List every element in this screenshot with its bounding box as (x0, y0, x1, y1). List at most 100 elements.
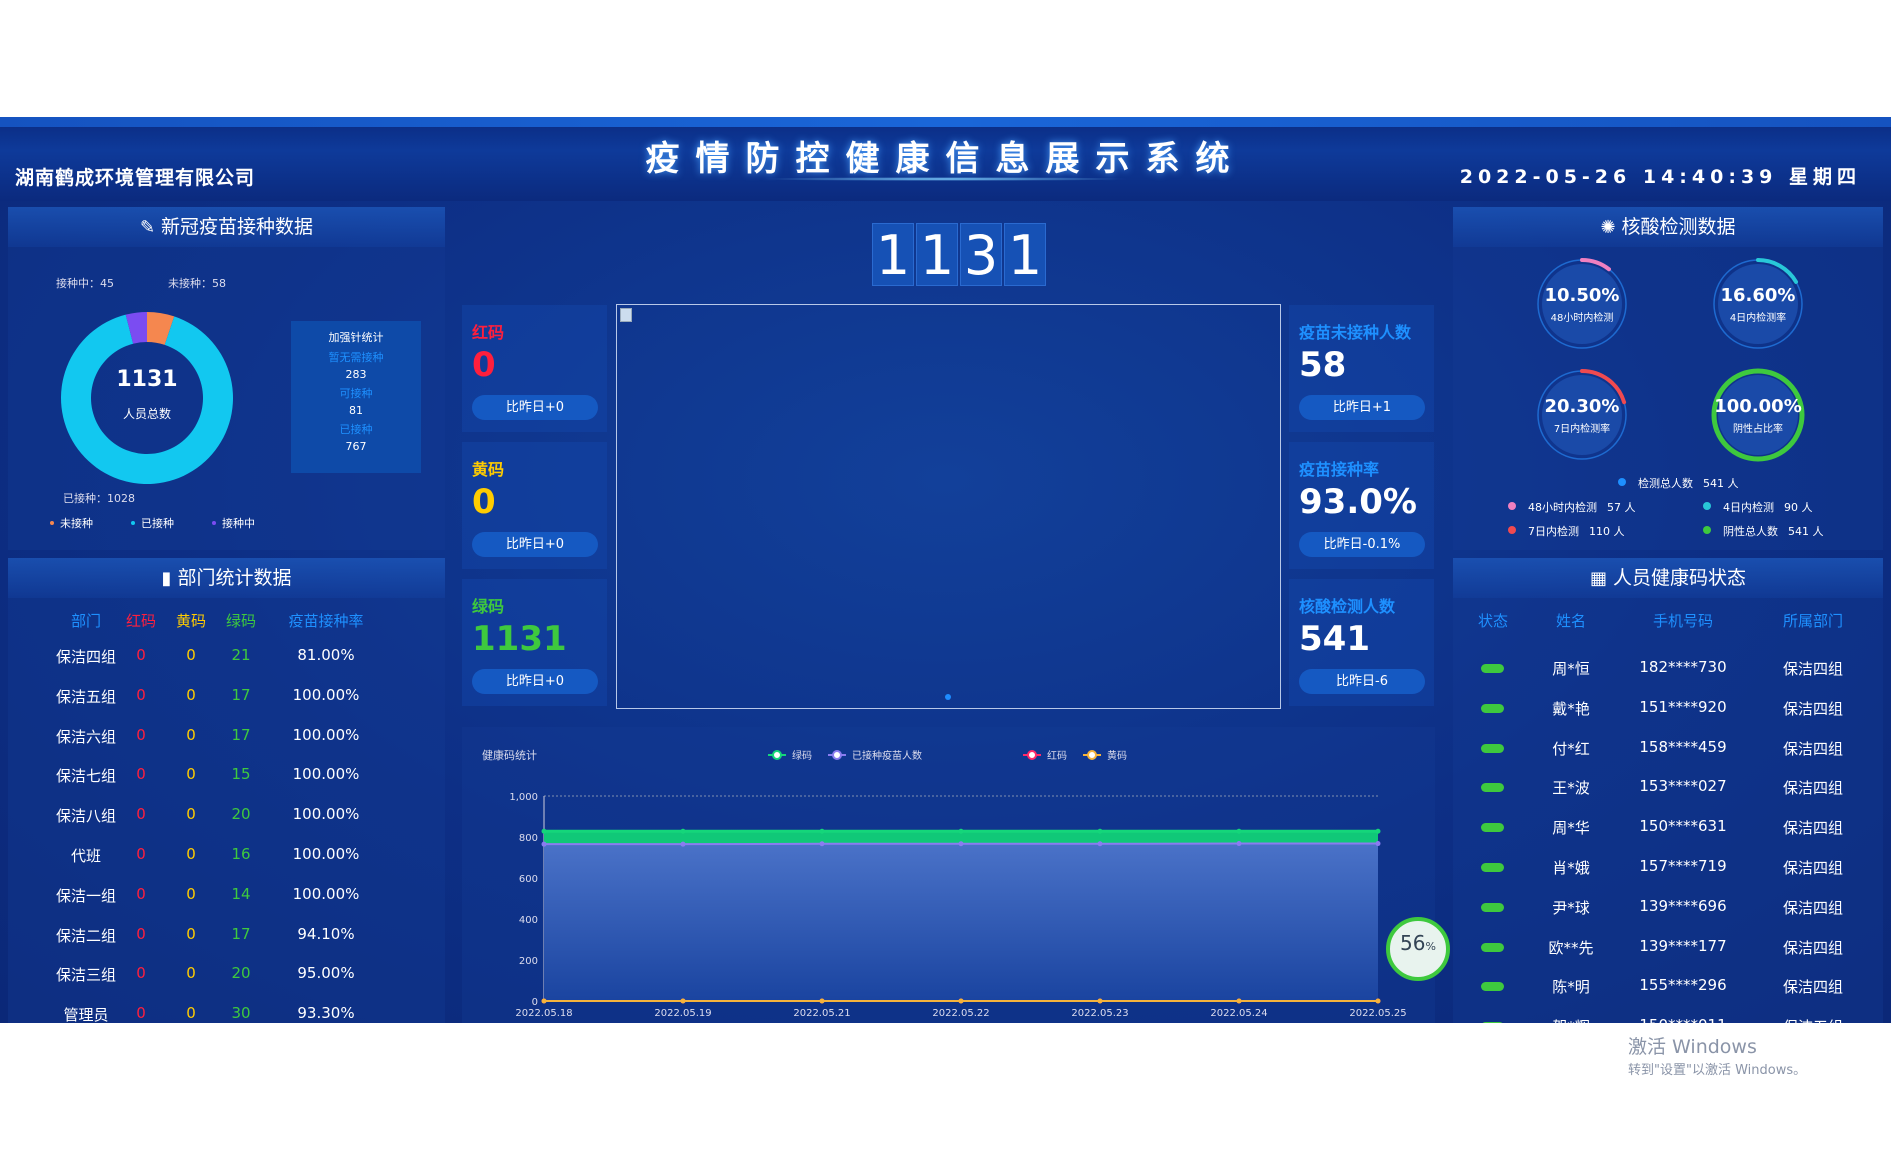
data-point[interactable] (1236, 998, 1242, 1004)
data-point[interactable] (541, 998, 547, 1004)
ring-bg (1542, 375, 1622, 455)
table-row[interactable]: 保洁八组 0 0 20 100.00% (8, 805, 445, 829)
virus-icon: ✺ (1600, 217, 1616, 238)
table-row[interactable]: 管理员 0 0 30 93.30% (8, 1004, 445, 1023)
table-row[interactable]: 保洁五组 0 0 17 100.00% (8, 686, 445, 710)
data-point[interactable] (1375, 841, 1381, 847)
data-point[interactable] (958, 998, 964, 1004)
table-row[interactable]: 代班 0 0 16 100.00% (8, 845, 445, 869)
table-row[interactable]: 肖*娥 157****719 保洁四组 (1453, 857, 1883, 881)
data-point[interactable] (1236, 828, 1242, 834)
legend-dot (131, 521, 135, 525)
table-row[interactable]: 保洁四组 0 0 21 81.00% (8, 646, 445, 670)
table-row[interactable]: 周*华 150****631 保洁四组 (1453, 817, 1883, 841)
table-cell: 0 (136, 924, 146, 943)
legend-label: 未接种 (60, 517, 93, 530)
table-row[interactable]: 周*恒 182****730 保洁四组 (1453, 658, 1883, 682)
table-cell: 158****459 (1639, 737, 1727, 756)
counter-digit: 1 (872, 223, 914, 287)
table-row[interactable]: 王*波 153****027 保洁四组 (1453, 777, 1883, 801)
legend-item[interactable]: 未接种 (50, 517, 93, 530)
card-value: 1131 (472, 619, 567, 659)
ring-percent: 100.00% (1714, 396, 1802, 417)
ring-label: 20.30% 7日内检测率 (1527, 396, 1637, 435)
status-indicator (1481, 863, 1504, 872)
table-row[interactable]: 付*红 158****459 保洁四组 (1453, 738, 1883, 762)
donut-slice-2[interactable] (125, 312, 147, 344)
legend-value: 110 人 (1589, 525, 1625, 538)
table-cell: 0 (186, 845, 196, 863)
legend-dot (212, 521, 216, 525)
booster-value: 283 (345, 368, 367, 381)
legend-label: 48小时内检测 (1528, 501, 1597, 514)
data-point[interactable] (1236, 841, 1242, 847)
legend-label[interactable]: 已接种疫苗人数 (852, 749, 922, 762)
card-value: 93.0% (1299, 482, 1417, 522)
donut-slice-0[interactable] (147, 312, 175, 345)
data-point[interactable] (680, 828, 686, 834)
data-point[interactable] (1097, 841, 1103, 847)
ring-caption: 7日内检测率 (1553, 424, 1611, 435)
table-cell: 95.00% (297, 964, 355, 983)
table-row[interactable]: 保洁七组 0 0 15 100.00% (8, 765, 445, 789)
ring-caption: 48小时内检测 (1550, 313, 1614, 324)
legend-item[interactable]: 检测总人数 541 人 (1618, 475, 1739, 491)
legend-label: 已接种 (141, 517, 174, 530)
table-row[interactable]: 尹*球 139****696 保洁四组 (1453, 897, 1883, 921)
data-point[interactable] (819, 998, 825, 1004)
data-point[interactable] (1097, 828, 1103, 834)
legend-item[interactable]: 接种中 (212, 517, 255, 530)
x-tick-label: 2022.05.23 (1071, 1008, 1128, 1019)
legend-dot (1618, 478, 1626, 486)
table-row[interactable]: 戴*艳 151****920 保洁四组 (1453, 698, 1883, 722)
legend-item[interactable]: 48小时内检测 57 人 (1508, 499, 1636, 515)
table-cell: 100.00% (292, 685, 360, 704)
legend-label[interactable]: 红码 (1047, 749, 1067, 762)
data-point[interactable] (958, 841, 964, 847)
column-header: 黄码 (175, 612, 206, 630)
table-row[interactable]: 保洁二组 0 0 17 94.10% (8, 925, 445, 949)
legend-value: 90 人 (1784, 501, 1813, 514)
data-point[interactable] (541, 841, 547, 847)
data-point[interactable] (958, 828, 964, 834)
table-row[interactable]: 保洁六组 0 0 17 100.00% (8, 726, 445, 750)
progress-badge[interactable]: 56% (1386, 917, 1450, 981)
table-row[interactable]: 保洁一组 0 0 14 100.00% (8, 885, 445, 909)
table-cell: 100.00% (292, 805, 360, 824)
data-point[interactable] (1375, 828, 1381, 834)
bar-chart-icon: ▮ (161, 568, 172, 589)
data-point[interactable] (680, 998, 686, 1004)
panel-header: ✎ 新冠疫苗接种数据 (8, 207, 445, 247)
table-cell: 欧**先 (1548, 938, 1594, 957)
compare-badge: 比昨日-0.1% (1299, 532, 1425, 557)
table-cell: 30 (231, 1004, 251, 1023)
data-point[interactable] (680, 841, 686, 847)
table-row[interactable]: 贺*辉 150****011 保洁五组 (1453, 1016, 1883, 1023)
legend-item[interactable]: 阴性总人数 541 人 (1703, 523, 1824, 539)
donut-slice-1[interactable] (61, 314, 234, 485)
status-indicator (1481, 703, 1504, 713)
ring-percent: 10.50% (1544, 285, 1620, 306)
table-cell: 157****719 (1639, 857, 1727, 875)
table-row[interactable]: 陈*明 155****296 保洁四组 (1453, 976, 1883, 1000)
status-indicator (1481, 902, 1504, 912)
table-cell: 93.30% (297, 1004, 355, 1023)
legend-label[interactable]: 绿码 (792, 749, 812, 762)
table-row[interactable]: 保洁三组 0 0 20 95.00% (8, 964, 445, 988)
column-header: 疫苗接种率 (288, 612, 364, 630)
legend-label[interactable]: 黄码 (1107, 749, 1127, 762)
data-point[interactable] (819, 828, 825, 834)
legend-item[interactable]: 7日内检测 110 人 (1508, 523, 1625, 539)
data-point[interactable] (541, 828, 547, 834)
carousel-dot[interactable] (945, 694, 951, 700)
data-point[interactable] (1375, 998, 1381, 1004)
data-point[interactable] (819, 841, 825, 847)
table-cell: 100.00% (292, 765, 360, 784)
legend-item[interactable]: 4日内检测 90 人 (1703, 499, 1813, 515)
legend-item[interactable]: 已接种 (131, 517, 174, 530)
data-point[interactable] (1097, 998, 1103, 1004)
legend-label: 7日内检测 (1528, 525, 1579, 538)
ring-bg (1718, 264, 1798, 344)
table-cell: 0 (186, 685, 196, 704)
table-row[interactable]: 欧**先 139****177 保洁四组 (1453, 937, 1883, 961)
